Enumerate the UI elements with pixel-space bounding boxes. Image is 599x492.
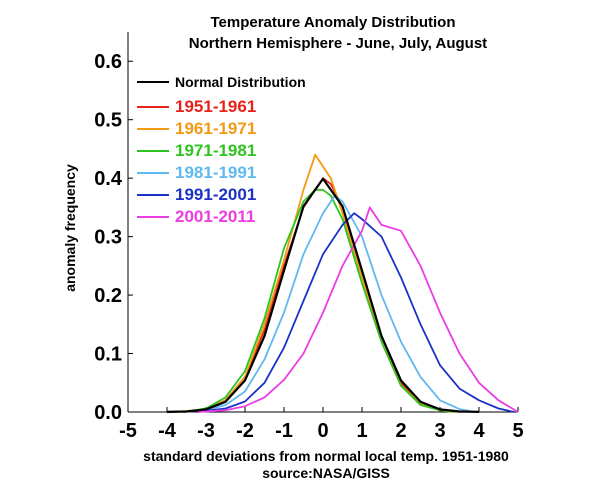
- y-tick-label: 0.1: [94, 344, 122, 366]
- legend-label: Normal Distribution: [175, 74, 306, 90]
- legend: Normal Distribution 1951-1961 1961-1971 197…: [137, 74, 306, 226]
- x-tick-label: -4: [158, 420, 177, 442]
- x-ticks: -5 -4 -3 -2 -1 0 1 2 3 4 5: [119, 407, 524, 442]
- legend-label: 1981-1991: [175, 163, 256, 182]
- legend-label: 1961-1971: [175, 119, 256, 138]
- x-tick-label: 0: [317, 420, 328, 442]
- series-line-1971-1981: [182, 188, 456, 413]
- x-tick-label: 1: [356, 420, 367, 442]
- y-tick-label: 0.3: [94, 227, 122, 249]
- legend-label: 1971-1981: [175, 141, 256, 160]
- x-tick-label: -3: [197, 420, 215, 442]
- series-line-normal-distribution: [166, 177, 480, 413]
- y-axis-label: anomaly frequency: [62, 164, 78, 292]
- x-tick-label: -5: [119, 420, 137, 442]
- series-line-1991-2001: [166, 212, 515, 413]
- y-tick-label: 0.2: [94, 285, 122, 307]
- chart-subtitle: Northern Hemisphere - June, July, August: [189, 35, 487, 52]
- series-line-2001-2011: [198, 206, 519, 413]
- source-label: source:NASA/GISS: [262, 465, 390, 481]
- legend-label: 1951-1961: [175, 97, 256, 116]
- x-tick-label: 5: [512, 420, 523, 442]
- x-tick-label: -2: [236, 420, 254, 442]
- y-tick-label: 0.6: [94, 51, 122, 73]
- x-axis-label: standard deviations from normal local te…: [143, 448, 509, 464]
- legend-label: 2001-2011: [175, 207, 255, 226]
- y-tick-label: 0.4: [94, 168, 123, 190]
- x-tick-label: 3: [434, 420, 445, 442]
- y-ticks: 0.0 0.1 0.2 0.3 0.4 0.5 0.6: [94, 51, 133, 424]
- y-tick-label: 0.0: [94, 402, 122, 424]
- x-tick-label: 2: [395, 420, 406, 442]
- y-tick-label: 0.5: [94, 110, 122, 132]
- legend-label: 1991-2001: [175, 185, 256, 204]
- chart-title: Temperature Anomaly Distribution: [210, 14, 455, 31]
- x-tick-label: 4: [473, 420, 485, 442]
- x-tick-label: -1: [275, 420, 293, 442]
- series-layer: [166, 153, 519, 413]
- series-line-1981-1991: [182, 194, 476, 413]
